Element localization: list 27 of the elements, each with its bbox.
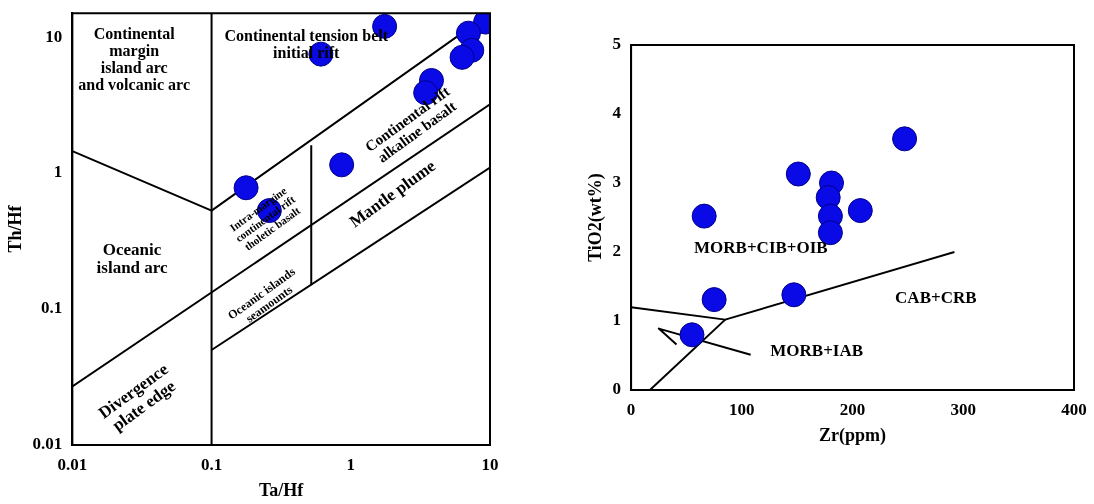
annotation: CAB+CRB [895, 288, 977, 308]
y-axis-title: Th/Hf [5, 204, 26, 253]
y-tick-label: 1 [53, 162, 63, 182]
x-tick-label: 10 [481, 454, 499, 474]
annotation: MORB+CIB+OIB [694, 237, 828, 257]
x-tick-label: 0 [626, 399, 636, 419]
annotation: Oceanic island arc [96, 239, 169, 277]
x-tick-label: 100 [729, 399, 755, 419]
annotation: Continental margin island arc and volcanic arc [78, 24, 191, 93]
annotation: MORB+IAB [770, 341, 864, 361]
x-tick-label: 200 [839, 399, 866, 419]
x-tick-label: 0.1 [200, 454, 223, 474]
x-tick-label: 300 [950, 399, 977, 419]
x-tick-label: 1 [346, 454, 356, 474]
y-tick-label: 1 [612, 310, 622, 330]
y-axis-title: TiO2(wt%) [585, 173, 607, 262]
y-tick-label: 2 [612, 241, 622, 261]
x-tick-label: 400 [1061, 399, 1087, 419]
x-axis-title: Ta/Hf [259, 479, 305, 500]
y-tick-label: 10 [45, 26, 63, 46]
y-tick-label: 0 [612, 379, 622, 399]
y-tick-label: 4 [612, 103, 622, 123]
y-tick-label: 5 [612, 34, 622, 54]
y-tick-label: 0.1 [41, 298, 63, 318]
x-axis-title: Zr(ppm) [819, 424, 887, 446]
y-tick-label: 0.01 [32, 434, 63, 454]
y-tick-label: 3 [612, 172, 622, 192]
